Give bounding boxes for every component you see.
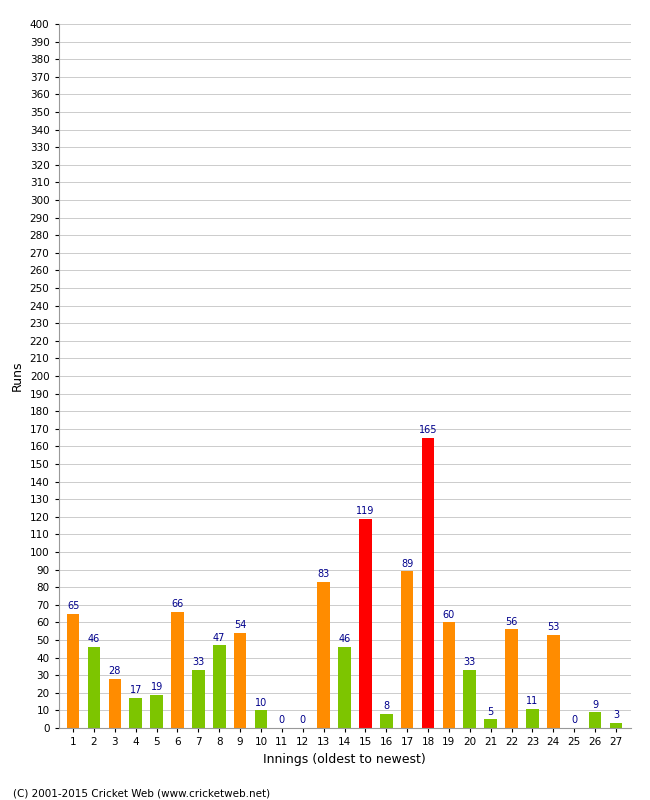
- Bar: [526, 709, 539, 728]
- Text: 54: 54: [234, 620, 246, 630]
- Bar: [192, 670, 205, 728]
- Text: 19: 19: [151, 682, 162, 692]
- X-axis label: Innings (oldest to newest): Innings (oldest to newest): [263, 753, 426, 766]
- Bar: [463, 670, 476, 728]
- Bar: [234, 633, 246, 728]
- Text: 53: 53: [547, 622, 560, 632]
- Text: 47: 47: [213, 633, 226, 642]
- Bar: [443, 622, 455, 728]
- Text: 33: 33: [192, 658, 205, 667]
- Text: 10: 10: [255, 698, 267, 708]
- Text: 165: 165: [419, 425, 437, 435]
- Text: 33: 33: [463, 658, 476, 667]
- Bar: [338, 647, 351, 728]
- Text: 89: 89: [401, 558, 413, 569]
- Text: 66: 66: [172, 599, 183, 610]
- Text: 60: 60: [443, 610, 455, 620]
- Bar: [213, 646, 226, 728]
- Text: 119: 119: [356, 506, 374, 516]
- Bar: [380, 714, 393, 728]
- Text: 28: 28: [109, 666, 121, 676]
- Text: 17: 17: [129, 686, 142, 695]
- Bar: [317, 582, 330, 728]
- Bar: [505, 630, 518, 728]
- Bar: [171, 612, 184, 728]
- Bar: [109, 678, 121, 728]
- Text: 83: 83: [317, 570, 330, 579]
- Text: 56: 56: [505, 617, 517, 627]
- Text: 46: 46: [339, 634, 350, 645]
- Bar: [422, 438, 434, 728]
- Text: 65: 65: [67, 601, 79, 611]
- Text: 8: 8: [384, 702, 389, 711]
- Bar: [484, 719, 497, 728]
- Bar: [610, 722, 622, 728]
- Text: 46: 46: [88, 634, 100, 645]
- Text: 9: 9: [592, 699, 598, 710]
- Bar: [67, 614, 79, 728]
- Bar: [401, 571, 413, 728]
- Text: 11: 11: [526, 696, 538, 706]
- Bar: [589, 712, 601, 728]
- Text: 0: 0: [571, 715, 577, 726]
- Bar: [359, 518, 372, 728]
- Bar: [547, 634, 560, 728]
- Bar: [129, 698, 142, 728]
- Text: 3: 3: [613, 710, 619, 720]
- Text: (C) 2001-2015 Cricket Web (www.cricketweb.net): (C) 2001-2015 Cricket Web (www.cricketwe…: [13, 788, 270, 798]
- Text: 5: 5: [488, 706, 494, 717]
- Text: 0: 0: [279, 715, 285, 726]
- Bar: [88, 647, 100, 728]
- Text: 0: 0: [300, 715, 306, 726]
- Bar: [255, 710, 267, 728]
- Y-axis label: Runs: Runs: [11, 361, 24, 391]
- Bar: [150, 694, 163, 728]
